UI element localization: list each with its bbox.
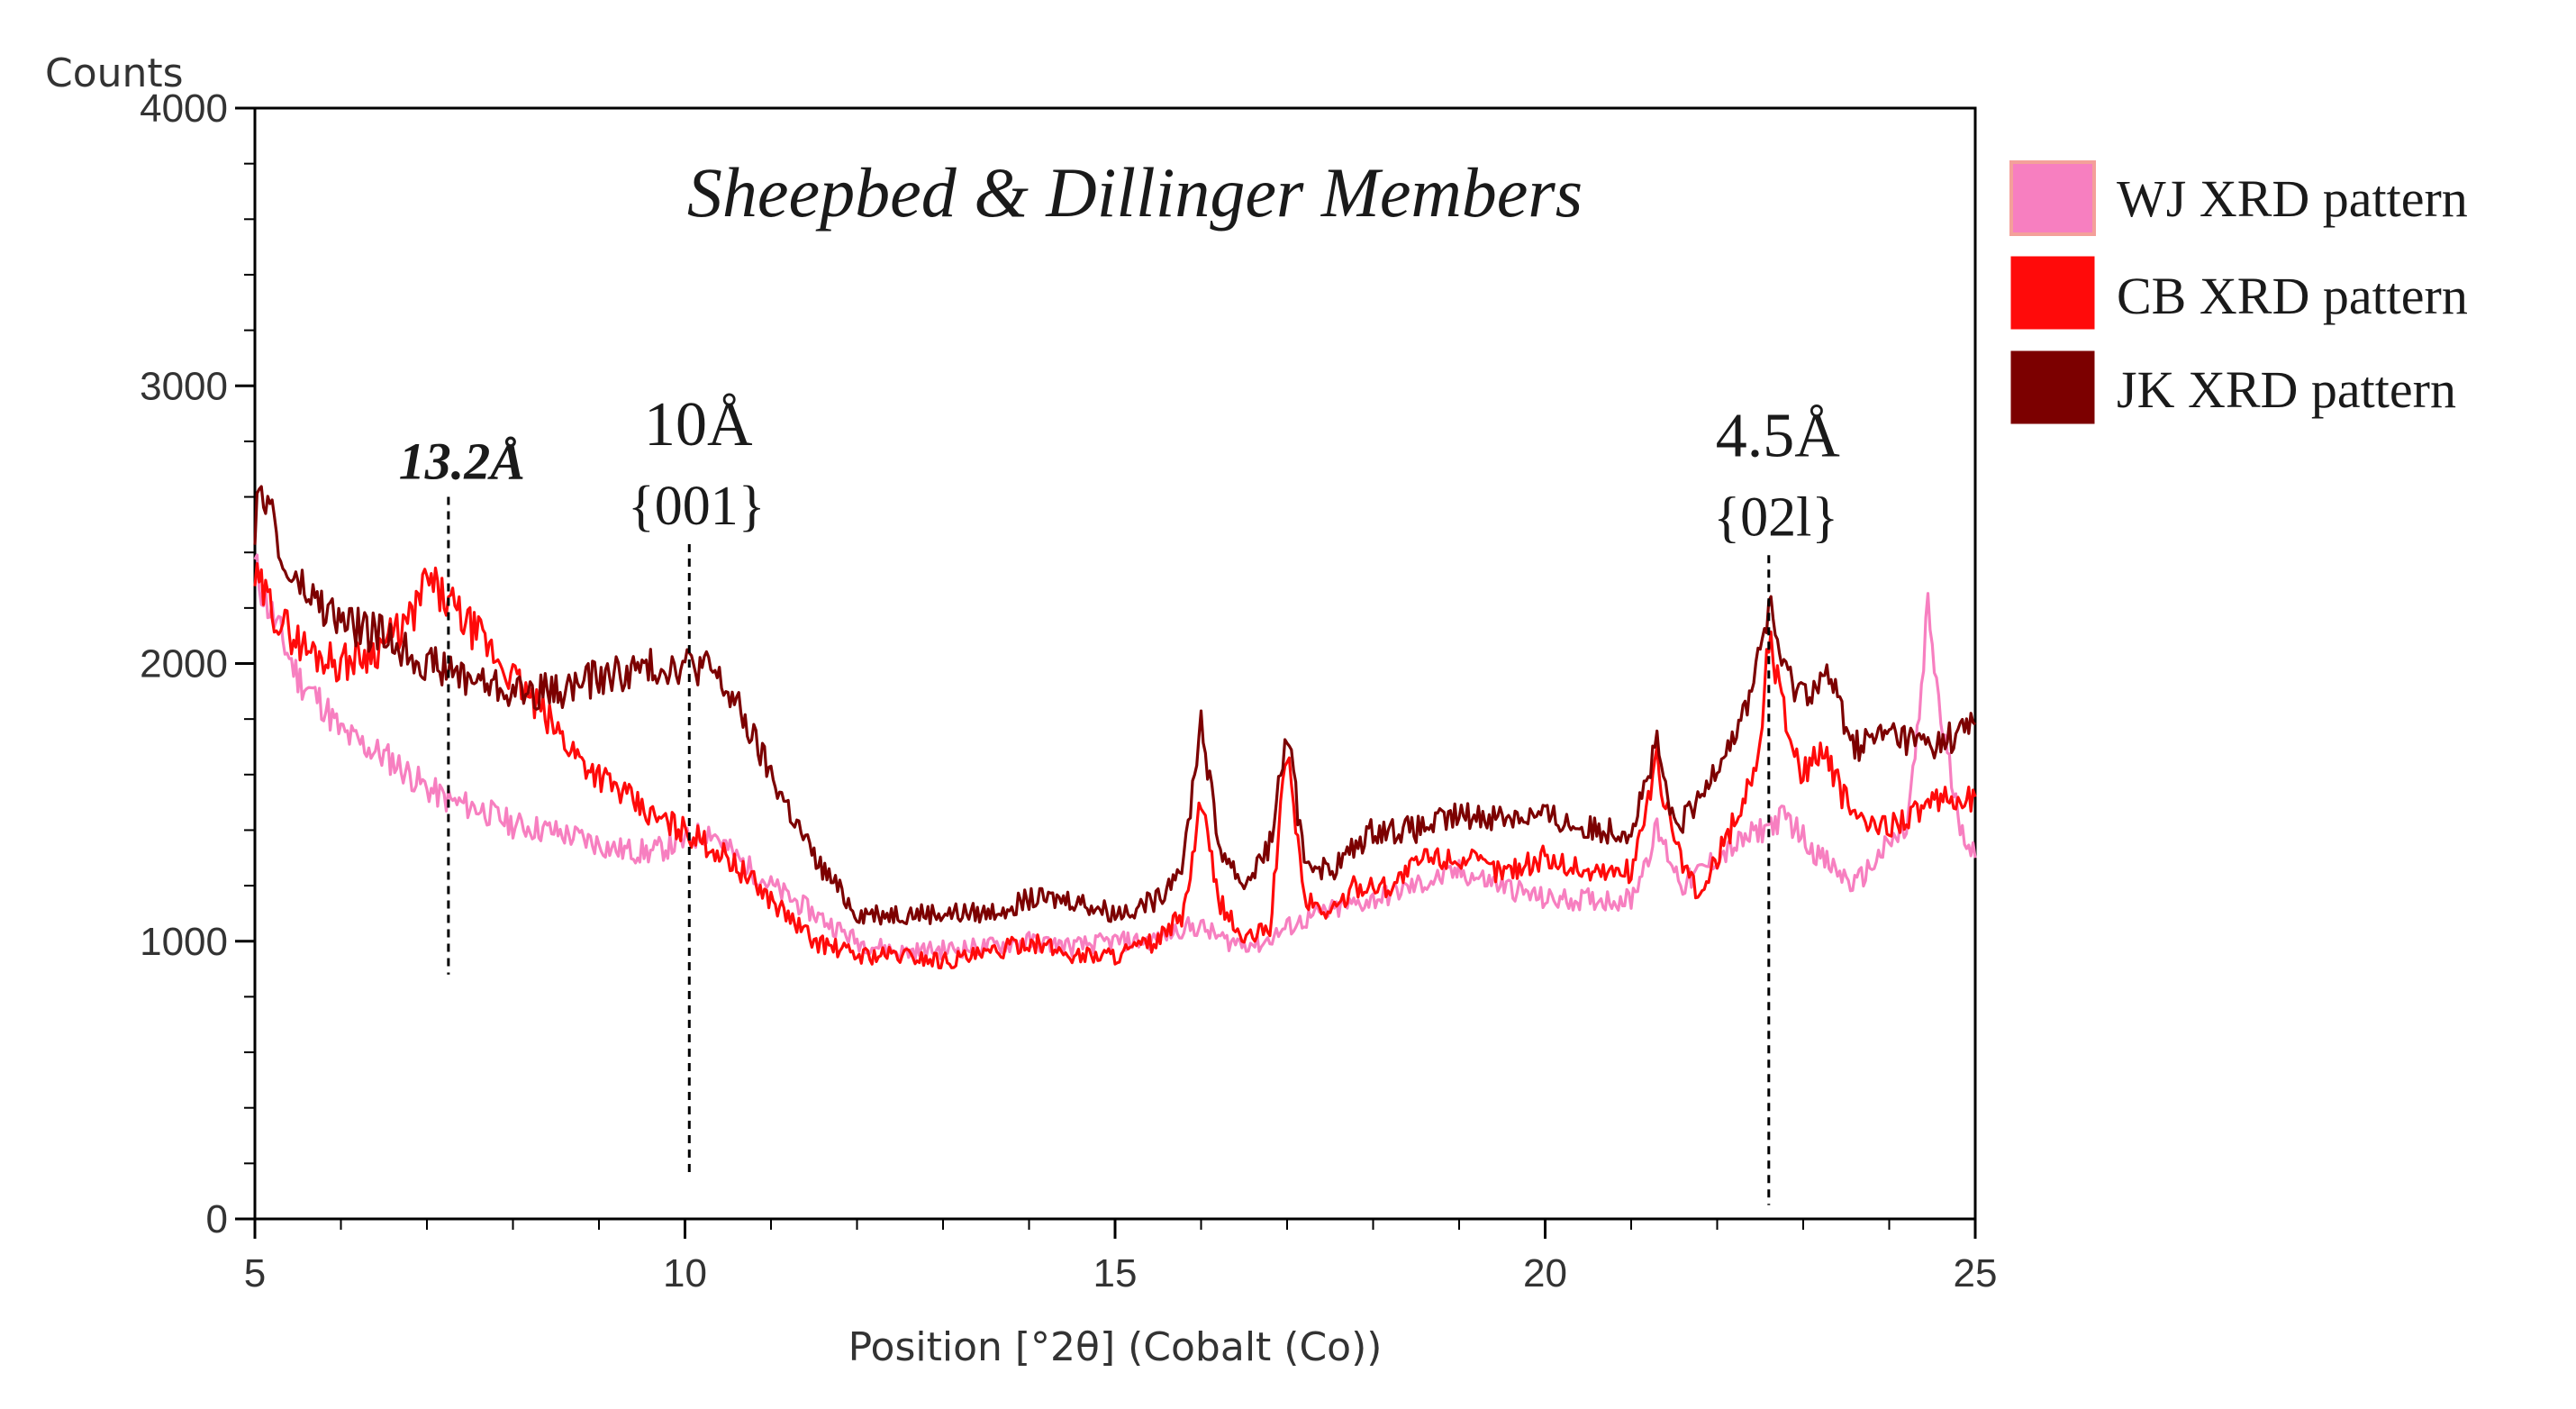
y-tick-label: 4000: [140, 86, 228, 131]
legend-label-wj: WJ XRD pattern: [2117, 169, 2468, 228]
annotation-sublabel: {001}: [628, 476, 766, 537]
y-tick-label: 0: [206, 1197, 228, 1241]
legend-swatch-jk: [2010, 350, 2095, 424]
x-axis-label: Position [°2θ] (Cobalt (Co)): [848, 1324, 1383, 1370]
series-layer: [253, 485, 1977, 969]
x-tick-label: 15: [1093, 1251, 1138, 1295]
legend-swatch-cb: [2010, 256, 2095, 330]
chart-title: Sheepbed & Dillinger Members: [687, 153, 1583, 232]
series-line-2: [253, 562, 1977, 969]
legend-item-wj: WJ XRD pattern: [2009, 160, 2468, 236]
y-tick-label: 1000: [140, 920, 228, 964]
x-tick-label: 5: [244, 1251, 266, 1295]
legend-item-cb: CB XRD pattern: [2010, 256, 2468, 330]
x-tick-label: 20: [1523, 1251, 1567, 1295]
series-line-1: [253, 553, 1977, 962]
legend-item-jk: JK XRD pattern: [2010, 350, 2456, 424]
annotation-label: 4.5Å: [1716, 401, 1841, 470]
x-tick-label: 10: [663, 1251, 707, 1295]
legend-label-jk: JK XRD pattern: [2117, 360, 2456, 419]
x-tick-label: 25: [1954, 1251, 1998, 1295]
annotation-label: 10Å: [644, 390, 753, 459]
axis-ticks: 5 10 15 20 25 0 1000 2000 3000 4000: [140, 86, 1997, 1295]
y-axis-label: Counts: [45, 50, 184, 96]
legend-swatch-wj: [2009, 160, 2096, 236]
annotation-sublabel: {02l}: [1713, 486, 1838, 548]
y-tick-label: 3000: [140, 364, 228, 408]
legend-label-cb: CB XRD pattern: [2117, 267, 2468, 325]
series-line-3: [253, 485, 1977, 926]
legend: WJ XRD pattern CB XRD pattern JK XRD pat…: [2009, 160, 2468, 424]
annotation-label: 13.2Å: [399, 432, 525, 491]
y-tick-label: 2000: [140, 642, 228, 686]
annotation-layer: 13.2Å 10Å {001} 4.5Å {02l}: [399, 390, 1840, 1205]
